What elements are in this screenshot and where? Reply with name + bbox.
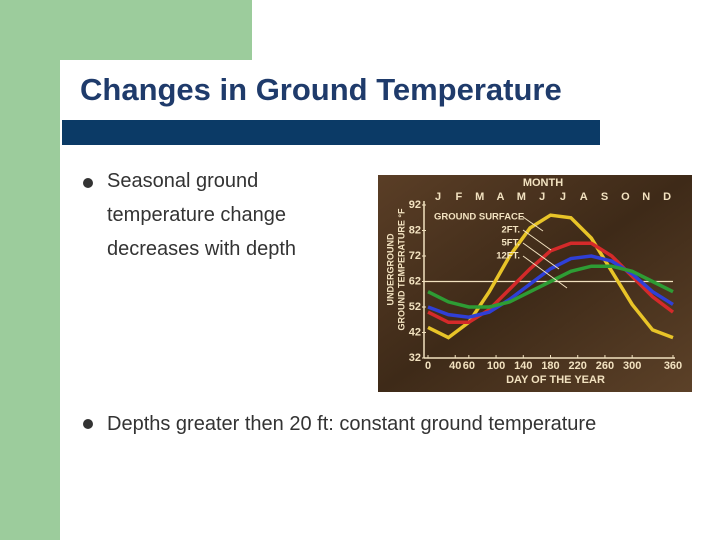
top-block	[0, 0, 252, 60]
slide-title: Changes in Ground Temperature	[80, 72, 562, 107]
y-axis-label: GROUND TEMPERATURE °F	[396, 208, 406, 330]
x-tick-label: 220	[569, 360, 587, 372]
series-line	[427, 241, 675, 325]
side-strip	[0, 0, 60, 540]
bullet-text: Seasonal ground temperature change decre…	[107, 170, 297, 260]
y-tick-label: 82	[409, 224, 421, 236]
x-axis-label: DAY OF THE YEAR	[506, 374, 605, 386]
month-label: D	[663, 191, 671, 203]
legend-pointer	[522, 229, 552, 251]
legend-label: 2FT.	[502, 225, 520, 236]
title-rule	[62, 120, 600, 145]
chart: 32 42 52 62 72 82 92 0 40 60 100 140 180 220 260 300 360…	[378, 175, 692, 392]
bullet-dot	[83, 419, 93, 429]
legend-pointer	[522, 242, 560, 270]
legend-label: 12FT.	[496, 251, 520, 262]
x-tick-label: 300	[623, 360, 641, 372]
x-tick-label: 140	[514, 360, 532, 372]
legend-pointer	[522, 216, 544, 232]
month-label: M	[475, 191, 484, 203]
x-tick-label: 100	[487, 360, 505, 372]
month-label: J	[435, 191, 441, 203]
y-tick-label: 92	[409, 199, 421, 211]
y-axis-label: UNDERGROUND	[385, 233, 395, 306]
x-tick-label: 180	[541, 360, 559, 372]
month-label: F	[455, 191, 462, 203]
month-label: N	[642, 191, 650, 203]
y-tick-label: 62	[409, 275, 421, 287]
y-tick-label: 72	[409, 250, 421, 262]
legend-label: GROUND SURFACE	[434, 212, 524, 223]
month-label: A	[496, 191, 504, 203]
month-label: A	[580, 191, 588, 203]
legend-label: 5FT.	[502, 238, 520, 249]
month-label: J	[560, 191, 566, 203]
series-line	[427, 254, 674, 319]
y-tick-label: 42	[409, 326, 421, 338]
month-label: J	[539, 191, 545, 203]
y-tick-label: 32	[409, 352, 421, 364]
series-line	[427, 264, 674, 309]
x-tick-label: 260	[596, 360, 614, 372]
legend-pointer	[522, 255, 568, 289]
month-label: O	[621, 191, 630, 203]
x-tick-label: 0	[425, 360, 431, 372]
bullet-dot	[83, 178, 93, 188]
x-tick-label: 40	[449, 360, 461, 372]
bullet-text: Depths greater then 20 ft: constant grou…	[107, 413, 597, 435]
x-tick-label: 360	[664, 360, 682, 372]
x-tick-label: 60	[463, 360, 475, 372]
month-label: M	[517, 191, 526, 203]
month-label: S	[601, 191, 608, 203]
y-tick-label: 52	[409, 301, 421, 313]
chart-title: MONTH	[523, 177, 563, 189]
